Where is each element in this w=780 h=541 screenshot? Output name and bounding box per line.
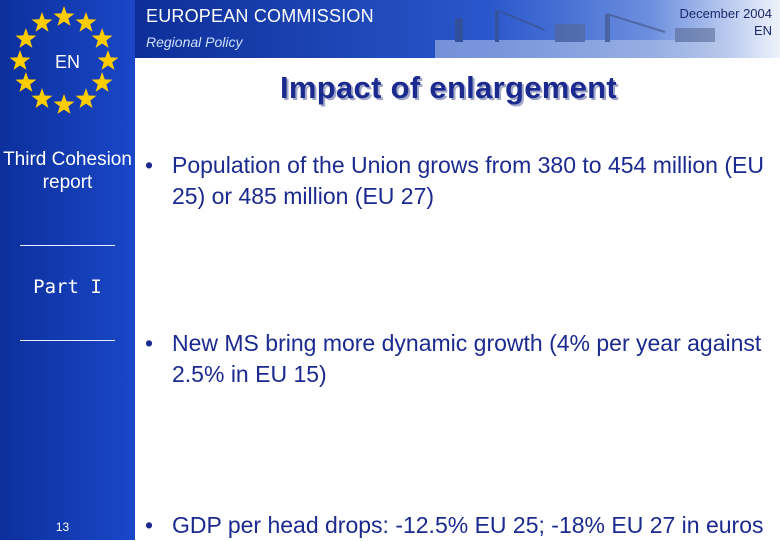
- star-icon: [53, 94, 75, 114]
- slide-title: Impact of enlargement: [280, 70, 618, 105]
- sidebar-divider: [20, 245, 115, 246]
- bullet-list: Population of the Union grows from 380 t…: [145, 150, 770, 541]
- part-label: Part I: [33, 276, 102, 298]
- star-icon: [75, 11, 97, 32]
- star-icon: [31, 88, 53, 108]
- star-icon: [53, 6, 75, 26]
- star-icon: [15, 28, 37, 48]
- sidebar-divider: [20, 340, 115, 341]
- department-name: Regional Policy: [146, 34, 243, 50]
- star-icon: [91, 72, 113, 92]
- slide-language: EN: [753, 23, 772, 38]
- emblem-language-label: EN: [54, 52, 80, 72]
- star-icon: [91, 28, 113, 48]
- report-name: Third Cohesion report: [3, 149, 132, 193]
- eu-stars-emblem: [9, 6, 119, 114]
- slide-date: December 2004: [679, 6, 773, 21]
- bullet-item: GDP per head drops: -12.5% EU 25; -18% E…: [145, 510, 770, 541]
- page-number: 13: [55, 520, 70, 534]
- star-icon: [9, 50, 31, 70]
- star-icon: [31, 11, 53, 32]
- star-icon: [15, 72, 37, 92]
- bullet-item: Population of the Union grows from 380 t…: [145, 150, 770, 212]
- bullet-item: New MS bring more dynamic growth (4% per…: [145, 328, 770, 390]
- harbour-photo: [435, 9, 725, 58]
- header-banner: [135, 0, 780, 58]
- organisation-name: EUROPEAN COMMISSION: [146, 6, 374, 26]
- star-icon: [97, 50, 119, 70]
- star-icon: [75, 88, 97, 108]
- date-block: December 2004 EN: [680, 5, 773, 39]
- left-sidebar: [0, 0, 135, 540]
